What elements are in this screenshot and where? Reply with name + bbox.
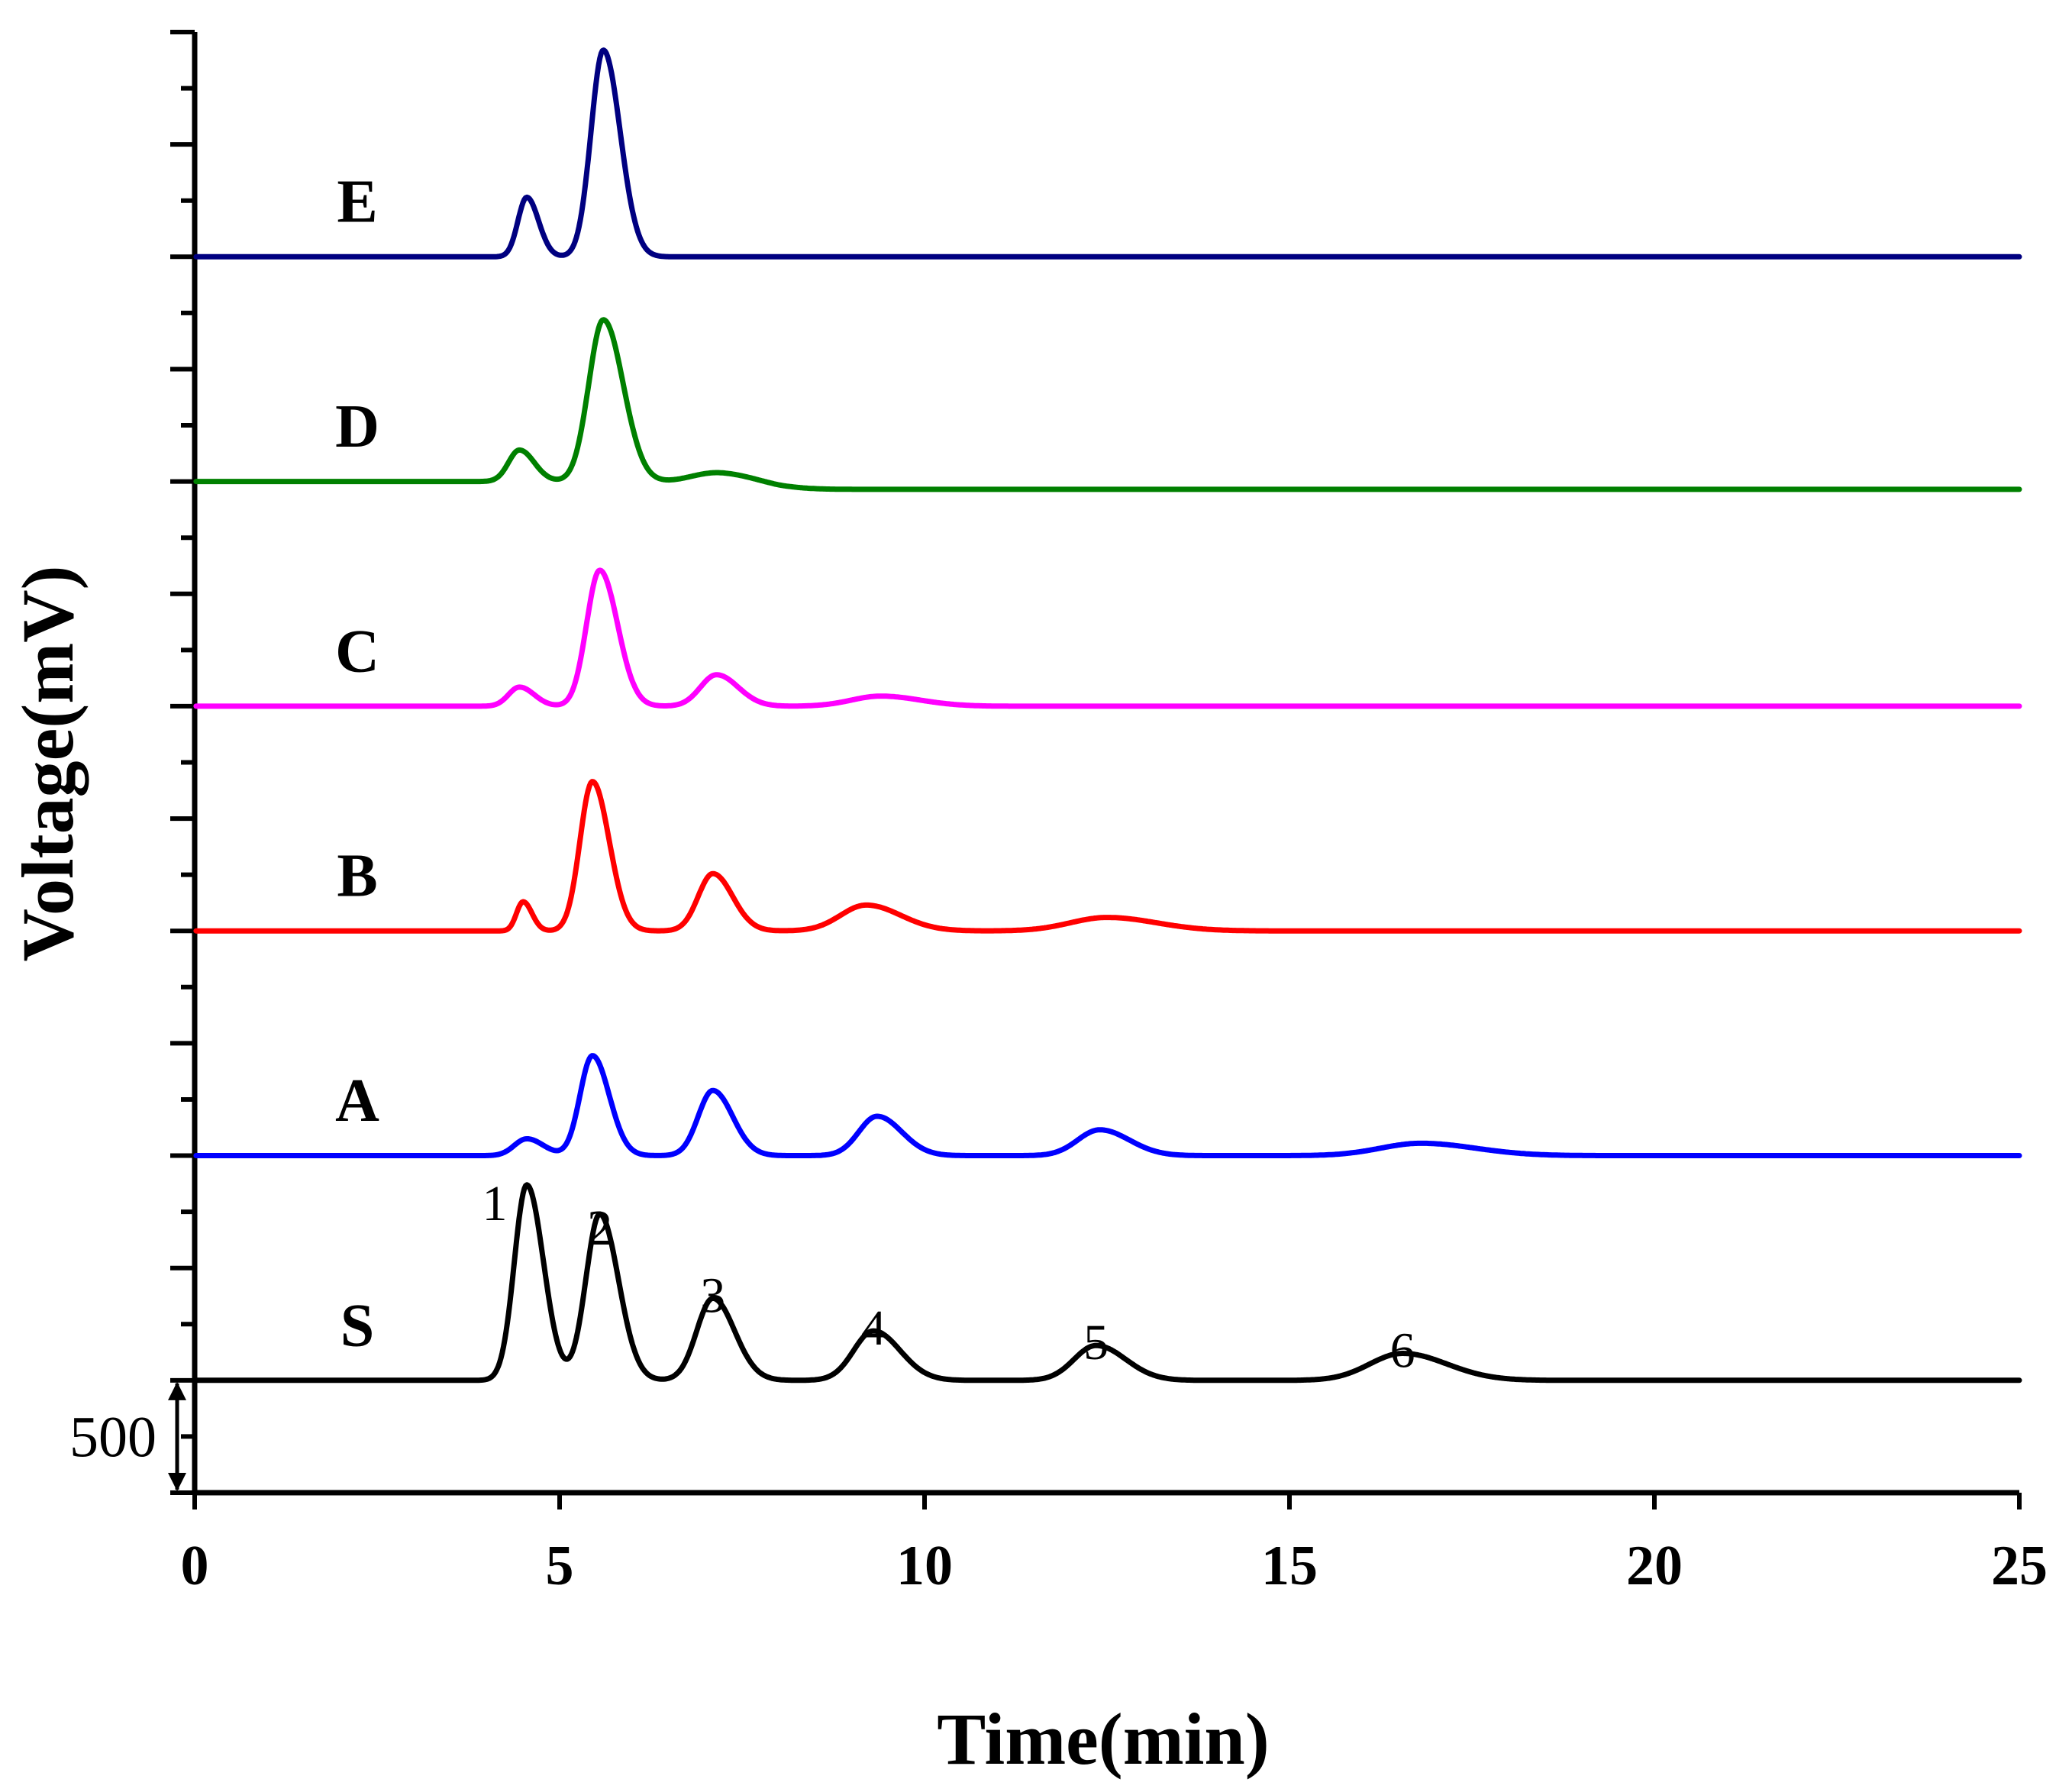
peak-label-1: 1	[482, 1176, 507, 1232]
trace-label-d: D	[335, 393, 379, 460]
trace-label-e: E	[337, 169, 377, 236]
x-tick-label: 25	[1991, 1535, 2048, 1597]
scale-bar-label: 500	[69, 1405, 157, 1469]
x-tick-label: 15	[1261, 1535, 1318, 1597]
peak-label-3: 3	[700, 1267, 725, 1323]
trace-e	[193, 47, 2022, 260]
trace-d	[193, 317, 2022, 492]
trace-c	[193, 567, 2022, 709]
trace-label-c: C	[335, 618, 379, 685]
peak-label-4: 4	[861, 1300, 886, 1356]
scale-bar-arrow-down-icon	[168, 1473, 186, 1491]
trace-a	[193, 1053, 2022, 1158]
x-tick-label: 20	[1626, 1535, 1683, 1597]
trace-b	[193, 779, 2022, 934]
chromatogram-traces	[193, 47, 2022, 1384]
text-labels: S 1 2 3 4 5 6 A B C D E	[335, 169, 1415, 1379]
trace-s	[193, 1182, 2022, 1384]
scale-bar-arrow-up-icon	[168, 1381, 186, 1400]
peak-label-2: 2	[587, 1200, 612, 1256]
x-tick-label: 10	[896, 1535, 953, 1597]
peak-label-5: 5	[1083, 1315, 1109, 1371]
x-tick-label: 5	[546, 1535, 574, 1597]
x-tick-label: 0	[181, 1535, 209, 1597]
trace-label-a: A	[335, 1067, 379, 1135]
x-axis-title: Time(min)	[937, 1698, 1270, 1780]
peak-label-6: 6	[1390, 1323, 1415, 1379]
trace-label-b: B	[337, 843, 377, 910]
trace-label-s: S	[340, 1292, 375, 1359]
y-axis-title: Voltage(mV)	[7, 566, 89, 962]
